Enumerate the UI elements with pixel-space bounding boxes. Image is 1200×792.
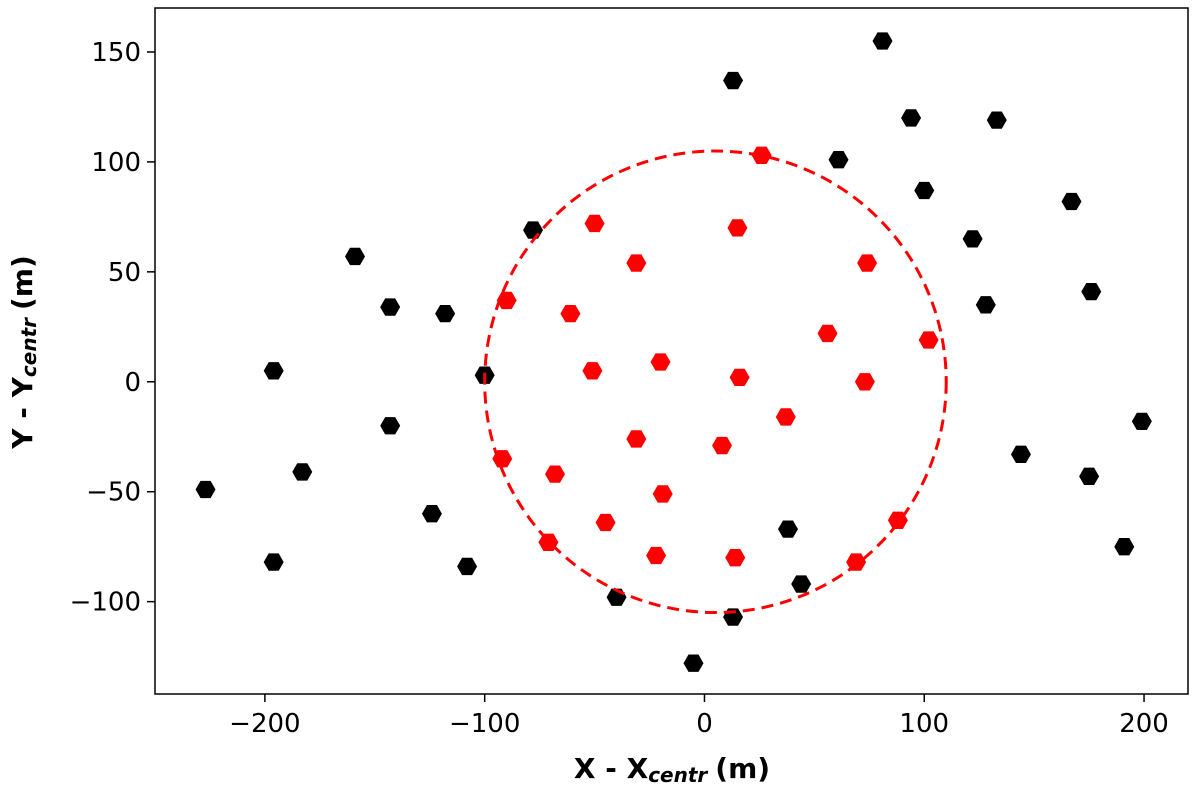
inner-telescope-marker [538,533,559,551]
inner-telescope-marker [545,465,566,483]
inner-telescope-marker [712,436,733,455]
inner-telescope-marker [582,362,603,380]
outer-telescope-marker [195,480,216,499]
y-tick-label: 50 [108,258,141,288]
inner-telescope-marker [650,353,671,371]
outer-telescope-marker [435,304,456,323]
inner-telescope-marker [751,146,772,164]
inner-telescope-marker [492,450,513,468]
outer-telescope-marker [1131,412,1152,431]
outer-telescope-marker [380,298,401,316]
y-tick-label: 100 [91,148,141,178]
x-axis-label-unit: (m) [715,752,770,785]
selection-circle [483,149,948,615]
outer-telescope-marker [1079,467,1100,485]
x-tick-label: 200 [1119,709,1169,739]
y-tick-label: −100 [70,588,141,618]
outer-telescope-marker [723,71,744,90]
inner-telescope-marker [918,331,939,349]
x-axis-label: X - Xcentr (m) [574,752,770,787]
inner-telescope-marker [846,553,867,571]
inner-telescope-marker [727,219,748,237]
outer-telescope-marker [263,553,284,571]
plot-frame [154,7,1189,695]
outer-telescope-marker [380,417,401,435]
y-axis-label: Y - Ycentr (m) [6,255,41,450]
inner-telescope-marker [496,291,517,310]
plot-content [195,32,1152,672]
outer-telescope-marker [292,463,313,481]
inner-telescope-marker [560,304,581,323]
inner-telescope-marker [775,408,796,426]
inner-telescope-marker [729,368,750,387]
inner-telescope-marker [725,549,746,567]
y-tick-label: −50 [86,478,141,508]
outer-telescope-marker [901,109,922,127]
outer-telescope-marker [1081,282,1102,301]
outer-telescope-marker [1114,538,1135,556]
outer-telescope-marker [263,362,284,380]
inner-telescope-marker [887,511,908,529]
outer-telescope-marker [962,230,983,248]
outer-telescope-marker [872,32,893,50]
x-axis-label-sub: centr [648,763,708,787]
y-axis-label-unit: (m) [6,255,39,310]
y-tick-label: 150 [91,38,141,68]
x-axis-label-main: X - X [574,752,649,785]
outer-telescope-marker [791,575,812,593]
outer-telescope-marker [975,296,996,314]
x-tick-label: −100 [449,709,520,739]
outer-telescope-marker [1010,445,1031,463]
y-tick-label: 0 [124,368,141,398]
inner-telescope-marker [584,214,605,233]
x-axis-ticks: −200 −100 0 100 200 [229,694,1169,739]
inner-telescope-marker [626,254,647,272]
inner-telescope-marker [857,254,878,272]
outer-telescope-marker [683,654,704,672]
outer-telescope-marker [421,505,442,523]
inner-telescope-marker [626,430,647,448]
outer-telescope-marker [986,111,1007,129]
outer-telescope-marker [1061,192,1082,211]
outer-telescope-marker [914,181,935,200]
outer-telescope-marker [345,247,366,266]
inner-telescope-marker [652,485,673,503]
x-tick-label: 100 [899,709,949,739]
inner-telescope-marker [817,324,838,343]
inner-telescope-marker [595,513,616,532]
inner-telescope-marker [854,373,875,391]
y-axis-ticks: −100 −50 0 50 100 150 [70,38,155,618]
x-tick-label: 0 [696,709,713,739]
outer-telescope-marker [828,151,849,169]
inner-telescope-marker [646,546,667,565]
outer-telescope-marker [777,520,798,538]
y-axis-label-sub: centr [17,317,41,377]
y-axis-label-main: Y - Y [6,376,39,449]
outer-telescope-marker [457,557,478,576]
x-tick-label: −200 [229,709,300,739]
